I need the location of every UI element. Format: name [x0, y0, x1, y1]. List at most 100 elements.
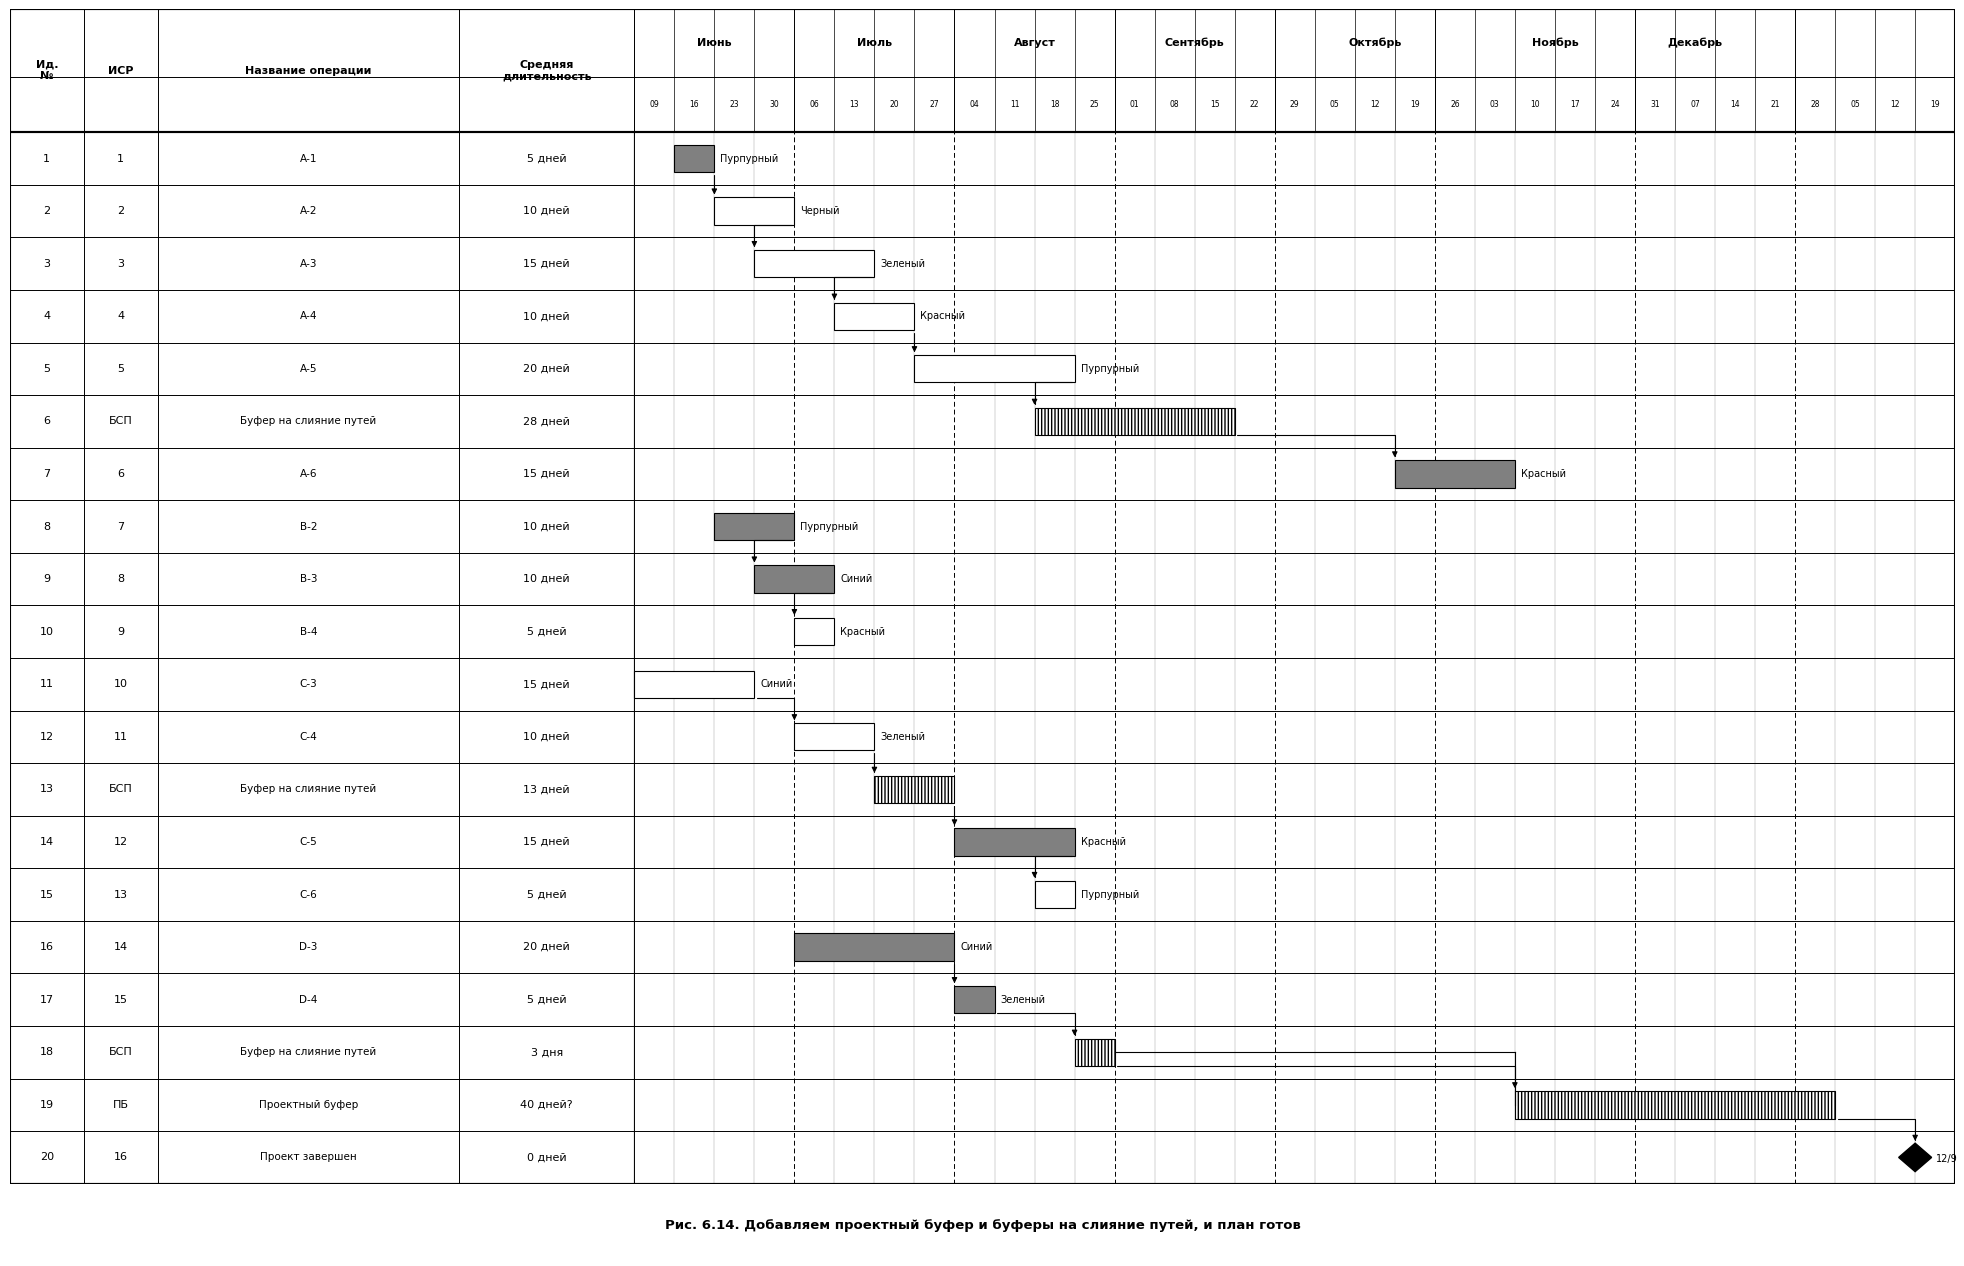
- Text: Ноябрь: Ноябрь: [1530, 38, 1577, 48]
- Text: С-3: С-3: [299, 680, 316, 689]
- Text: Черный: Черный: [799, 206, 839, 216]
- Text: Июль: Июль: [856, 38, 892, 48]
- Text: 10 дней: 10 дней: [522, 732, 570, 742]
- Text: 23: 23: [729, 100, 738, 109]
- Text: 19: 19: [1410, 100, 1418, 109]
- Text: 15: 15: [39, 890, 53, 900]
- Text: 2: 2: [118, 206, 124, 216]
- Text: Октябрь: Октябрь: [1347, 38, 1400, 48]
- Text: 13: 13: [39, 785, 53, 794]
- Text: 10 дней: 10 дней: [522, 311, 570, 322]
- Text: 1: 1: [43, 153, 51, 163]
- Text: 31: 31: [1650, 100, 1660, 109]
- Bar: [1074, 1038, 1114, 1066]
- Text: Название операции: Название операции: [246, 66, 371, 76]
- Text: 14: 14: [39, 837, 53, 847]
- Text: Рис. 6.14. Добавляем проектный буфер и буферы на слияние путей, и план готов: Рис. 6.14. Добавляем проектный буфер и б…: [664, 1219, 1300, 1232]
- Bar: [1394, 461, 1514, 487]
- Text: 17: 17: [1569, 100, 1579, 109]
- Bar: [715, 513, 793, 541]
- Text: БСП: БСП: [108, 785, 132, 794]
- Text: Пурпурный: Пурпурный: [799, 522, 858, 532]
- Text: 15 дней: 15 дней: [522, 680, 570, 689]
- Text: Средняя
длительность: Средняя длительность: [501, 60, 591, 81]
- Text: 09: 09: [648, 100, 658, 109]
- Text: 3: 3: [118, 258, 124, 268]
- Text: 11: 11: [1009, 100, 1019, 109]
- Text: Красный: Красный: [1080, 837, 1125, 847]
- Text: С-6: С-6: [299, 890, 316, 900]
- Text: Синий: Синий: [760, 680, 791, 689]
- Text: Красный: Красный: [1520, 468, 1565, 479]
- Text: 40 дней?: 40 дней?: [520, 1100, 573, 1110]
- Text: С-5: С-5: [299, 837, 316, 847]
- Text: 9: 9: [43, 573, 51, 584]
- Bar: [715, 197, 793, 225]
- Text: 5 дней: 5 дней: [526, 153, 566, 163]
- Text: 06: 06: [809, 100, 819, 109]
- Text: 11: 11: [39, 680, 53, 689]
- Text: D-4: D-4: [299, 995, 318, 1005]
- Text: Июнь: Июнь: [697, 38, 731, 48]
- Text: 16: 16: [39, 942, 53, 952]
- Text: 28 дней: 28 дней: [522, 417, 570, 427]
- Text: 05: 05: [1850, 100, 1860, 109]
- Text: Зеленый: Зеленый: [880, 258, 925, 268]
- Text: ПБ: ПБ: [112, 1100, 130, 1110]
- Text: 28: 28: [1809, 100, 1819, 109]
- Text: Буфер на слияние путей: Буфер на слияние путей: [240, 785, 377, 794]
- Text: Проектный буфер: Проектный буфер: [259, 1100, 357, 1110]
- Text: 12/9: 12/9: [1935, 1153, 1956, 1163]
- Text: Пурпурный: Пурпурный: [721, 153, 778, 163]
- Text: 19: 19: [1929, 100, 1938, 109]
- Text: 10: 10: [114, 680, 128, 689]
- Text: 4: 4: [118, 311, 124, 322]
- Text: 26: 26: [1449, 100, 1459, 109]
- Text: Декабрь: Декабрь: [1667, 38, 1722, 48]
- Text: 10: 10: [39, 627, 53, 637]
- Text: 6: 6: [43, 417, 51, 427]
- Text: БСП: БСП: [108, 417, 132, 427]
- Text: 20 дней: 20 дней: [522, 363, 570, 373]
- Text: 4: 4: [43, 311, 51, 322]
- Text: 8: 8: [118, 573, 124, 584]
- Text: А-3: А-3: [300, 258, 316, 268]
- Text: 15 дней: 15 дней: [522, 258, 570, 268]
- Text: 6: 6: [118, 468, 124, 479]
- Text: 01: 01: [1129, 100, 1139, 109]
- Text: 16: 16: [114, 1152, 128, 1162]
- Text: ИСР: ИСР: [108, 66, 134, 76]
- Text: Пурпурный: Пурпурный: [1080, 890, 1139, 900]
- Text: 20: 20: [39, 1152, 53, 1162]
- Text: 18: 18: [39, 1047, 53, 1057]
- Text: 14: 14: [1730, 100, 1738, 109]
- Text: 17: 17: [39, 995, 53, 1005]
- Text: D-3: D-3: [299, 942, 318, 952]
- Text: 5: 5: [43, 363, 51, 373]
- Text: 05: 05: [1330, 100, 1339, 109]
- Bar: [674, 144, 715, 172]
- Text: 07: 07: [1689, 100, 1699, 109]
- Text: 15: 15: [1210, 100, 1220, 109]
- Text: 12: 12: [1889, 100, 1899, 109]
- Text: 5 дней: 5 дней: [526, 995, 566, 1005]
- Bar: [754, 249, 874, 277]
- Text: 14: 14: [114, 942, 128, 952]
- Text: 11: 11: [114, 732, 128, 742]
- Text: БСП: БСП: [108, 1047, 132, 1057]
- Bar: [1033, 408, 1233, 436]
- Text: 15 дней: 15 дней: [522, 468, 570, 479]
- Text: 21: 21: [1770, 100, 1779, 109]
- Text: Зеленый: Зеленый: [1000, 995, 1045, 1005]
- Text: 18: 18: [1049, 100, 1059, 109]
- Text: 3: 3: [43, 258, 51, 268]
- Text: Ид.
№: Ид. №: [35, 60, 59, 81]
- Text: Пурпурный: Пурпурный: [1080, 363, 1139, 373]
- Text: 25: 25: [1090, 100, 1098, 109]
- Text: А-5: А-5: [300, 363, 316, 373]
- Bar: [754, 566, 835, 592]
- Text: 10: 10: [1530, 100, 1540, 109]
- Text: Красный: Красный: [841, 627, 886, 637]
- Text: 12: 12: [39, 732, 53, 742]
- Bar: [1033, 881, 1074, 908]
